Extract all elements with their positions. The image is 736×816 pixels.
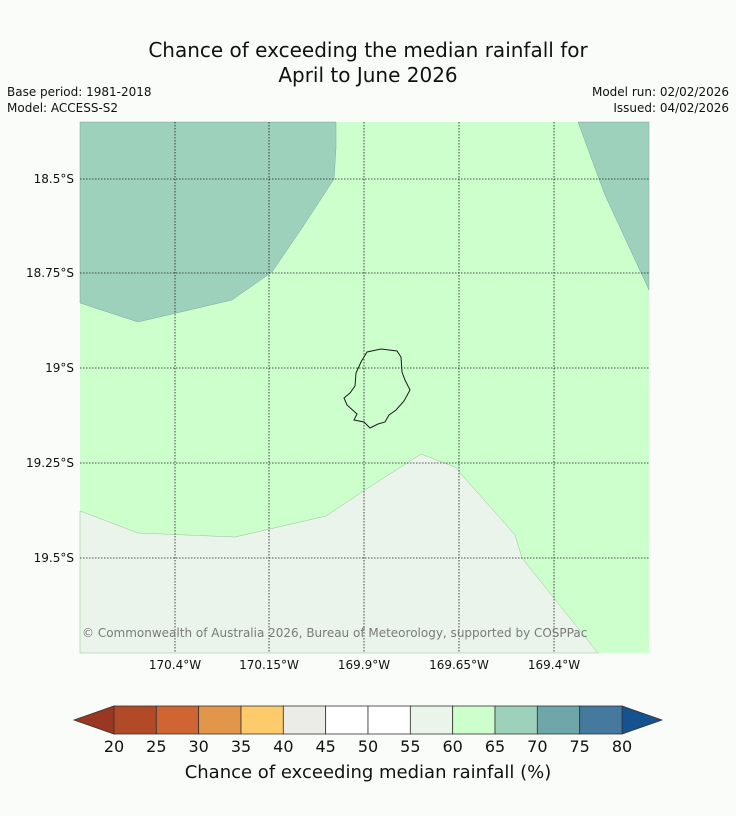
colorbar-tick-label: 55: [400, 737, 420, 756]
copyright-text: © Commonwealth of Australia 2026, Bureau…: [82, 626, 587, 640]
title-line-2: April to June 2026: [278, 63, 458, 87]
map-panel: © Commonwealth of Australia 2026, Bureau…: [79, 121, 650, 654]
lat-tick: 19.25°S: [26, 456, 74, 470]
model-text: Model: ACCESS-S2: [7, 101, 119, 115]
colorbar-cell: [494, 705, 538, 735]
colorbar-cell: [452, 705, 496, 735]
colorbar-cells: [113, 705, 623, 735]
region-65-70-northeast: [577, 121, 650, 291]
colorbar-cell: [240, 705, 284, 735]
colorbar-tick-label: 25: [146, 737, 166, 756]
colorbar-ticks: 20 25 30 35 40 45 50 55 60 65 70 75 80: [104, 737, 632, 756]
colorbar-tick-label: 65: [485, 737, 505, 756]
colorbar-tick-label: 45: [315, 737, 335, 756]
latitude-labels: 18.5°S 18.75°S 19°S 19.25°S 19.5°S: [26, 172, 74, 565]
colorbar-cell: [198, 705, 242, 735]
colorbar-tick-label: 35: [231, 737, 251, 756]
graticule: [80, 122, 649, 653]
chart-title: Chance of exceeding the median rainfall …: [0, 38, 736, 88]
colorbar-cell: [367, 705, 411, 735]
colorbar-over-arrow: [621, 705, 664, 735]
colorbar-label: Chance of exceeding median rainfall (%): [185, 762, 552, 783]
colorbar-tick-label: 30: [188, 737, 208, 756]
lat-tick: 18.5°S: [34, 172, 74, 186]
lat-tick: 19°S: [45, 361, 74, 375]
colorbar-cell: [409, 705, 454, 735]
region-65-70-northwest: [79, 121, 337, 323]
colorbar: 20 25 30 35 40 45 50 55 60 65 70 75 80 Chance of exc…: [72, 705, 664, 783]
colorbar-tick-label: 75: [569, 737, 589, 756]
island-coastline: [343, 348, 411, 429]
lon-tick: 169.9°W: [338, 658, 390, 672]
issued-text: Issued: 04/02/2026: [613, 101, 729, 115]
lon-tick: 170.4°W: [149, 658, 201, 672]
colorbar-tick-label: 60: [442, 737, 462, 756]
colorbar-cell: [579, 705, 623, 735]
colorbar-tick-label: 40: [273, 737, 293, 756]
colorbar-tick-label: 80: [612, 737, 632, 756]
base-period-text: Base period: 1981-2018: [7, 85, 152, 99]
colorbar-cell: [325, 705, 369, 735]
lon-tick: 170.15°W: [239, 658, 299, 672]
colorbar-under-arrow: [72, 705, 115, 735]
meta-left: Base period: 1981-2018 Model: ACCESS-S2: [7, 84, 152, 116]
region-55-60-south: [79, 453, 599, 654]
lat-tick: 18.75°S: [26, 266, 74, 280]
colorbar-tick-label: 70: [527, 737, 547, 756]
colorbar-tick-label: 20: [104, 737, 124, 756]
longitude-labels: 170.4°W 170.15°W 169.9°W 169.65°W 169.4°…: [149, 658, 580, 672]
colorbar-tick-label: 50: [358, 737, 378, 756]
colorbar-cell: [536, 705, 581, 735]
colorbar-cell: [155, 705, 200, 735]
lon-tick: 169.4°W: [528, 658, 580, 672]
colorbar-cell: [282, 705, 327, 735]
model-run-text: Model run: 02/02/2026: [591, 85, 729, 99]
colorbar-cell: [113, 705, 157, 735]
meta-right: Model run: 02/02/2026 Issued: 04/02/2026: [592, 84, 729, 116]
lat-tick: 19.5°S: [34, 551, 74, 565]
title-line-1: Chance of exceeding the median rainfall …: [148, 38, 588, 62]
lon-tick: 169.65°W: [429, 658, 489, 672]
